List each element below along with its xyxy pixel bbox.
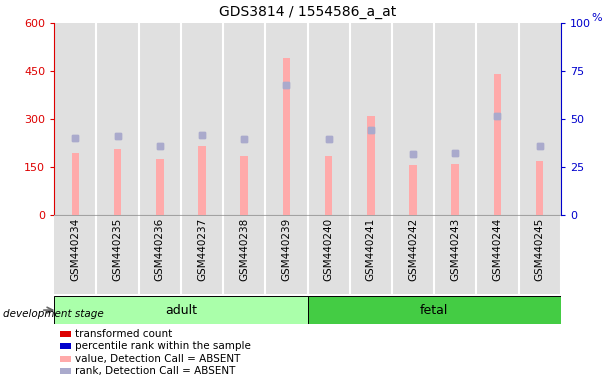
- Bar: [198, 146, 206, 215]
- Bar: [265, 23, 308, 215]
- Bar: [452, 164, 459, 215]
- Bar: [434, 215, 476, 294]
- Text: adult: adult: [165, 304, 197, 316]
- Bar: [54, 215, 96, 294]
- Text: GSM440234: GSM440234: [71, 217, 80, 281]
- Text: development stage: development stage: [3, 309, 104, 319]
- Bar: [519, 23, 561, 215]
- Bar: [72, 152, 79, 215]
- Bar: [350, 215, 392, 294]
- Bar: [96, 215, 139, 294]
- Bar: [409, 166, 417, 215]
- Bar: [96, 23, 139, 215]
- Bar: [367, 116, 374, 215]
- Bar: [156, 159, 163, 215]
- Text: %: %: [591, 13, 602, 23]
- Text: percentile rank within the sample: percentile rank within the sample: [75, 341, 251, 351]
- Text: GSM440239: GSM440239: [282, 217, 291, 281]
- Bar: [392, 23, 434, 215]
- Bar: [72, 152, 79, 215]
- Bar: [223, 215, 265, 294]
- Bar: [325, 156, 332, 215]
- Text: GSM440244: GSM440244: [493, 217, 502, 281]
- Bar: [308, 215, 350, 294]
- Bar: [223, 23, 265, 215]
- Text: GSM440243: GSM440243: [450, 217, 460, 281]
- Bar: [114, 149, 121, 215]
- Text: GSM440237: GSM440237: [197, 217, 207, 281]
- Bar: [325, 156, 332, 215]
- Text: GSM440245: GSM440245: [535, 217, 545, 281]
- Bar: [156, 159, 163, 215]
- Bar: [476, 23, 519, 215]
- Bar: [241, 156, 248, 215]
- Text: GSM440238: GSM440238: [239, 217, 249, 281]
- Bar: [114, 149, 121, 215]
- Text: fetal: fetal: [420, 304, 449, 316]
- Bar: [476, 215, 519, 294]
- Title: GDS3814 / 1554586_a_at: GDS3814 / 1554586_a_at: [219, 5, 396, 19]
- Bar: [536, 161, 543, 215]
- Bar: [434, 23, 476, 215]
- Bar: [283, 58, 290, 215]
- Bar: [308, 23, 350, 215]
- Bar: [198, 146, 206, 215]
- Bar: [139, 215, 181, 294]
- Bar: [283, 58, 290, 215]
- Bar: [54, 23, 96, 215]
- Bar: [519, 215, 561, 294]
- Bar: [452, 164, 459, 215]
- Bar: [54, 296, 308, 324]
- Text: transformed count: transformed count: [75, 329, 172, 339]
- Text: rank, Detection Call = ABSENT: rank, Detection Call = ABSENT: [75, 366, 236, 376]
- Bar: [494, 74, 501, 215]
- Bar: [265, 215, 308, 294]
- Text: GSM440235: GSM440235: [113, 217, 122, 281]
- Text: value, Detection Call = ABSENT: value, Detection Call = ABSENT: [75, 354, 241, 364]
- Bar: [536, 161, 543, 215]
- Bar: [308, 296, 561, 324]
- Bar: [181, 23, 223, 215]
- Bar: [139, 23, 181, 215]
- Text: GSM440236: GSM440236: [155, 217, 165, 281]
- Bar: [392, 215, 434, 294]
- Text: GSM440241: GSM440241: [366, 217, 376, 281]
- Bar: [367, 116, 374, 215]
- Bar: [241, 156, 248, 215]
- Text: GSM440240: GSM440240: [324, 217, 333, 281]
- Bar: [181, 215, 223, 294]
- Bar: [494, 74, 501, 215]
- Bar: [350, 23, 392, 215]
- Text: GSM440242: GSM440242: [408, 217, 418, 281]
- Bar: [409, 166, 417, 215]
